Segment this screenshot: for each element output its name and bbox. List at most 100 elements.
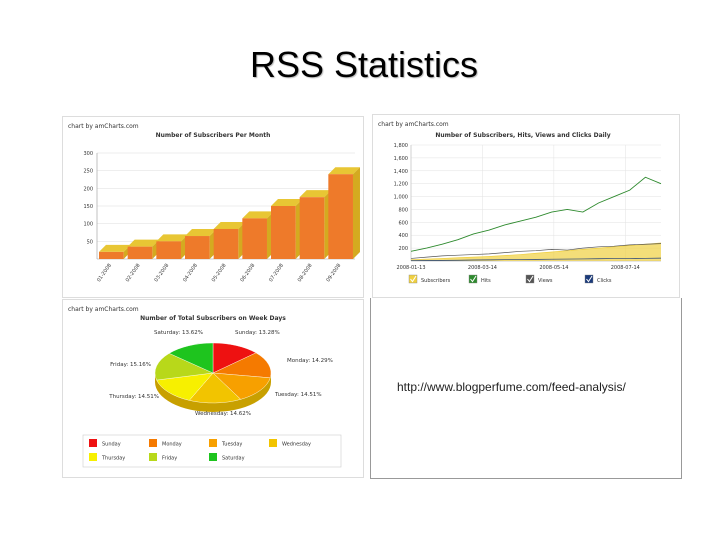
- pie-slice: [156, 372, 214, 401]
- y-tick-label: 1,400: [394, 169, 408, 175]
- legend-swatch: [209, 453, 217, 461]
- x-tick-label: 05-2008: [211, 263, 228, 284]
- y-tick-label: 600: [398, 220, 408, 226]
- legend-label: Views: [538, 278, 553, 284]
- bar-chart: Number of Subscribers Per Month 50 100 150…: [83, 132, 360, 284]
- legend-label: Sunday: [102, 442, 121, 448]
- series-area-subscribers: [411, 242, 661, 261]
- legend-swatch: [149, 453, 157, 461]
- legend-swatch: [269, 439, 277, 447]
- bar-top: [185, 229, 217, 237]
- daily-stats-panel: chart by amCharts.com Number of Subscrib…: [372, 114, 680, 298]
- x-tick-label: 2008-07-14: [611, 265, 640, 271]
- legend-swatch: [209, 439, 217, 447]
- bar: [127, 246, 153, 259]
- slice-label: Thursday: 14.51%: [108, 394, 159, 400]
- bar: [213, 228, 239, 259]
- x-tick-label: 06-2008: [239, 263, 256, 284]
- series-line-clicks: [410, 257, 662, 262]
- x-tick-label: 03-2008: [153, 263, 170, 284]
- y-tick-label: 1,000: [394, 195, 408, 201]
- legend-swatch: [408, 274, 418, 284]
- legend-swatch: [89, 453, 97, 461]
- bar-top: [213, 221, 246, 229]
- x-tick-label: 2008-05-14: [539, 265, 568, 271]
- pie-slice: [168, 342, 214, 374]
- slice-label: Wednesday: 14.62%: [195, 411, 251, 417]
- y-tick-label: 100: [83, 222, 93, 228]
- bar: [156, 241, 181, 259]
- bar-top: [127, 239, 160, 247]
- y-tick-label: 250: [83, 169, 93, 175]
- bar: [328, 174, 353, 259]
- legend-label: Saturday: [222, 456, 245, 462]
- bar-top: [242, 211, 274, 219]
- series-line-hits: [410, 176, 662, 252]
- slice-label: Tuesday: 14.51%: [274, 392, 322, 398]
- legend-box: [82, 434, 342, 468]
- pie-slice: [212, 372, 271, 400]
- bar: [99, 251, 124, 259]
- source-url: http://www.blogperfume.com/feed-analysis…: [397, 380, 626, 394]
- legend-label: Tuesday: [221, 442, 242, 448]
- legend-swatch: [525, 274, 535, 284]
- x-tick-label: 09-2008: [325, 263, 342, 284]
- legend-label: Monday: [162, 442, 182, 448]
- y-tick-label: 300: [83, 151, 93, 157]
- x-tick-label: 08-2008: [297, 263, 314, 284]
- bar: [185, 236, 210, 259]
- check-icon: [527, 275, 534, 283]
- check-icon: [470, 275, 477, 283]
- bar: [242, 218, 267, 259]
- legend-label: Thursday: [101, 456, 125, 462]
- y-tick-label: 1,800: [394, 143, 408, 149]
- pie-chart: Number of Total Subscribers on Week Days…: [82, 315, 342, 468]
- slice-label: Saturday: 13.62%: [154, 330, 203, 336]
- weekday-subscribers-panel: chart by amCharts.com Number of Total Su…: [62, 299, 364, 478]
- x-tick-label: 2008-01-13: [396, 265, 425, 271]
- bar-top: [328, 167, 360, 175]
- chart-credit: chart by amCharts.com: [378, 121, 449, 128]
- y-tick-label: 1,200: [394, 182, 408, 188]
- bar: [271, 206, 296, 259]
- legend-swatch: [149, 439, 157, 447]
- y-tick-label: 200: [398, 246, 408, 252]
- y-tick-label: 400: [398, 233, 408, 239]
- chart-title: Number of Total Subscribers on Week Days: [140, 315, 286, 322]
- legend-label: Subscribers: [421, 278, 451, 284]
- y-tick-label: 50: [87, 239, 93, 245]
- legend-swatch: [468, 274, 478, 284]
- y-tick-label: 200: [83, 186, 93, 192]
- line-chart: Number of Subscribers, Hits, Views and C…: [394, 132, 662, 284]
- bar-top: [299, 190, 332, 198]
- legend-label: Clicks: [597, 278, 612, 284]
- x-tick-label: 04-2008: [182, 263, 199, 284]
- legend-label: Hits: [481, 278, 491, 284]
- bar-side: [352, 167, 360, 259]
- legend-swatch: [89, 439, 97, 447]
- chart-credit: chart by amCharts.com: [68, 306, 139, 313]
- check-icon: [410, 275, 417, 283]
- slide-title: RSS Statistics: [249, 44, 479, 85]
- legend-swatch: [584, 274, 594, 284]
- pie-slice: [188, 372, 242, 404]
- url-panel: http://www.blogperfume.com/feed-analysis…: [370, 298, 682, 479]
- subscribers-per-month-panel: chart by amCharts.com Number of Subscrib…: [62, 116, 364, 298]
- pie-slice: [212, 352, 272, 379]
- check-icon: [586, 275, 593, 283]
- y-tick-label: 1,600: [394, 156, 408, 162]
- bar: [299, 197, 325, 259]
- series-line-subscribers: [410, 242, 662, 261]
- chart-title: Number of Subscribers Per Month: [156, 132, 271, 139]
- y-tick-label: 800: [398, 207, 408, 213]
- pie-depth: [155, 373, 271, 412]
- slice-label: Sunday: 13.28%: [235, 330, 280, 336]
- chart-title: Number of Subscribers, Hits, Views and C…: [435, 132, 610, 139]
- series-line-views: [410, 243, 662, 259]
- legend-label: Friday: [162, 456, 177, 462]
- bar-top: [156, 234, 188, 242]
- x-tick-label: 07-2008: [268, 263, 285, 284]
- x-tick-label: 2008-03-14: [468, 265, 497, 271]
- bar-top: [99, 244, 131, 252]
- x-tick-label: 02-2008: [125, 263, 142, 284]
